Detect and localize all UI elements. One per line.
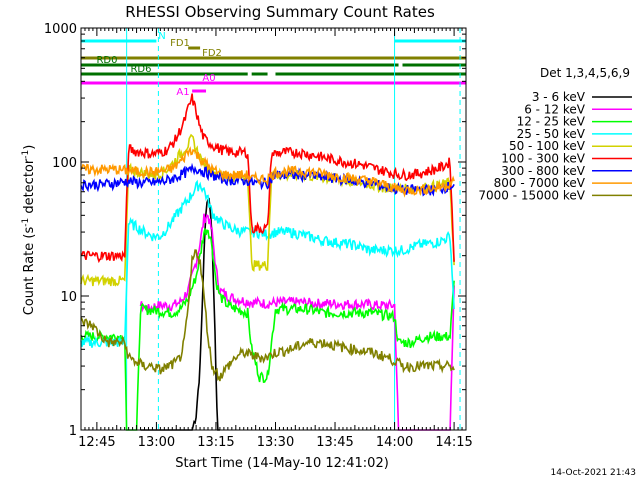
legend-label-0: 3 - 6 keV	[532, 90, 586, 104]
footer-date: 14-Oct-2021 21:43	[551, 468, 636, 478]
plot-frame	[80, 27, 467, 431]
legend-label-5: 100 - 300 keV	[501, 152, 585, 166]
flag-label-n: N	[158, 31, 165, 42]
flag-label-a1: A1	[176, 87, 189, 98]
x-tick-label: 13:15	[197, 435, 234, 450]
legend-label-3: 25 - 50 keV	[517, 127, 586, 141]
legend-title: Det 1,3,4,5,6,9	[540, 66, 630, 80]
series-line-8	[80, 249, 455, 382]
legend-label-2: 12 - 25 keV	[517, 115, 586, 129]
legend-label-1: 6 - 12 keV	[524, 102, 586, 116]
x-tick-label: 13:00	[138, 435, 175, 450]
y-axis-label: Count Rate (s-1 detector-1)	[21, 145, 37, 316]
series-line-7	[80, 146, 455, 198]
x-axis: 12:45 13:00 13:15 13:30 13:45 14:00 14:15	[78, 28, 473, 450]
y-tick-label: 1000	[44, 22, 77, 37]
flag-bars: N FD1 FD2 RD0 RD6 A0 A1	[81, 31, 466, 98]
time-markers	[126, 28, 461, 430]
y-axis: 1 10 100 1000	[44, 22, 466, 439]
x-axis-label: Start Time (14-May-10 12:41:02)	[175, 456, 389, 471]
legend-label-7: 800 - 7000 keV	[494, 176, 586, 190]
chart-title: RHESSI Observing Summary Count Rates	[125, 3, 435, 21]
y-tick-label: 1	[69, 424, 77, 439]
series-line-1	[139, 213, 455, 431]
legend-label-6: 300 - 800 keV	[501, 164, 585, 178]
series-lines	[80, 93, 455, 431]
flag-label-fd2: FD2	[202, 48, 222, 59]
series-line-2	[80, 228, 455, 431]
y-tick-label: 10	[60, 290, 77, 305]
x-tick-label: 14:00	[376, 435, 413, 450]
x-tick-label: 12:45	[78, 435, 115, 450]
legend-label-8: 7000 - 15000 keV	[478, 188, 585, 202]
y-tick-label: 100	[52, 156, 77, 171]
x-tick-label: 13:30	[257, 435, 294, 450]
legend-label-4: 50 - 100 keV	[509, 139, 586, 153]
plot-area: N FD1 FD2 RD0 RD6 A0 A1 12:45 13:00 13:15 13:30 13…	[44, 22, 473, 450]
x-tick-label: 13:45	[316, 435, 353, 450]
series-line-4	[80, 133, 455, 287]
x-tick-label: 14:15	[435, 435, 472, 450]
flag-label-rd6: RD6	[130, 64, 151, 75]
series-line-3	[80, 179, 455, 348]
flag-label-rd0: RD0	[96, 55, 117, 66]
flag-label-a0: A0	[202, 73, 215, 84]
flag-label-fd1: FD1	[170, 38, 190, 49]
series-line-5	[80, 93, 455, 264]
